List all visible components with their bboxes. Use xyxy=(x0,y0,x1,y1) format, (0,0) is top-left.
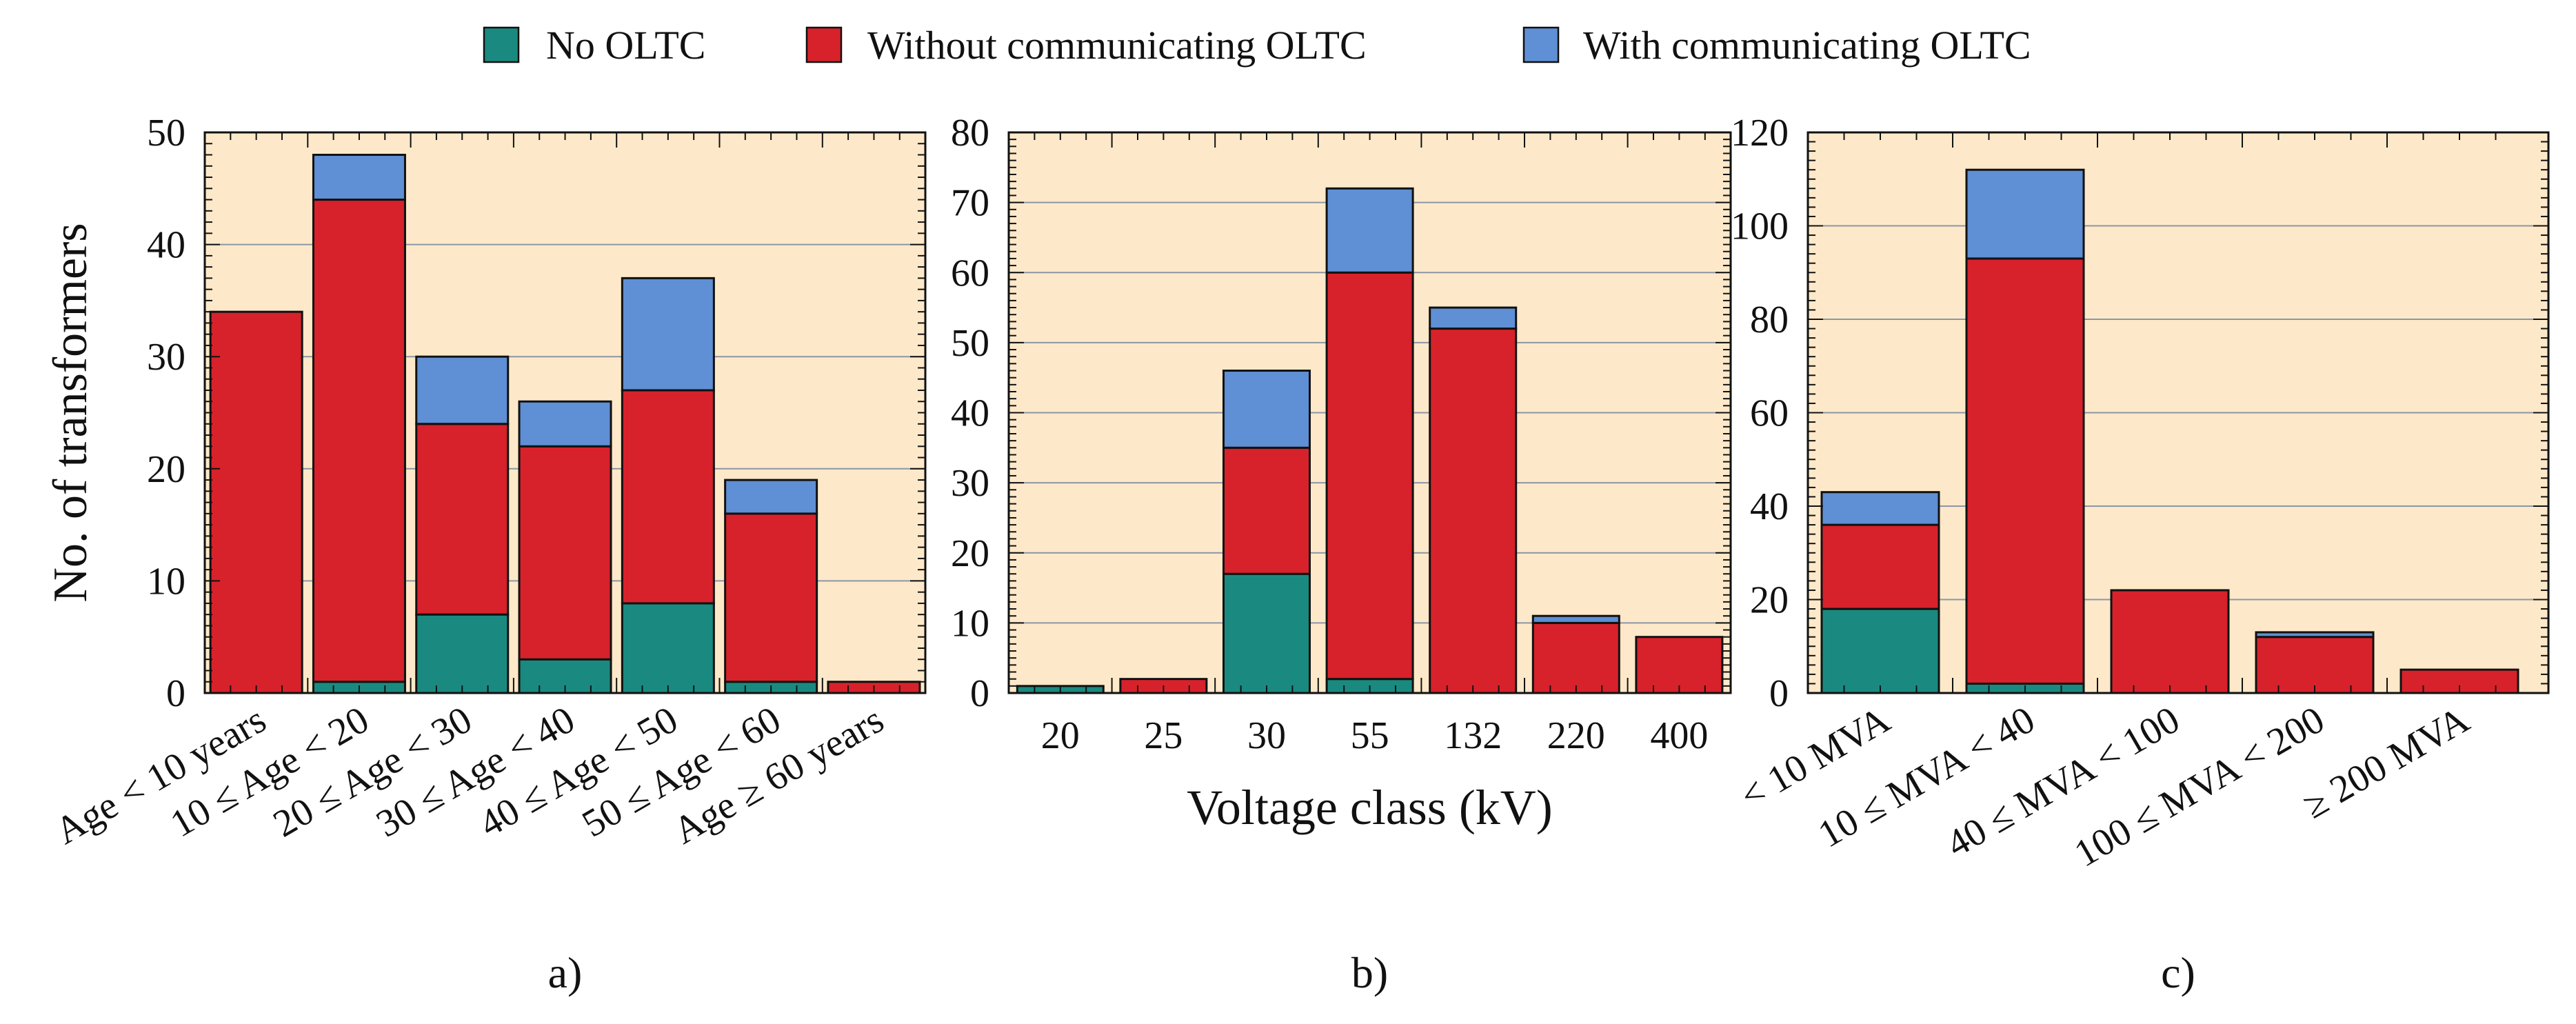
y-axis-title: No. of transformers xyxy=(44,223,97,602)
y-tick-labels: 0 10 20 30 40 50 60 70 80 xyxy=(951,112,989,715)
x-tick-label-220: 220 xyxy=(1547,714,1605,757)
panel-label: c) xyxy=(2161,948,2195,997)
panel-label: a) xyxy=(548,948,583,997)
y-tick-label-30: 30 xyxy=(147,336,185,379)
bar-132-without-communicating-oltc xyxy=(1429,328,1518,694)
x-tick-label-20: 20 xyxy=(1041,714,1080,757)
y-tick-label-50: 50 xyxy=(147,112,185,154)
legend-label-with-communicating-oltc: With communicating OLTC xyxy=(1583,23,2031,68)
bar-100-le-mva-lt-200-with-communicating-oltc xyxy=(2255,631,2375,639)
y-tick-label-60: 60 xyxy=(951,252,989,294)
y-tick-label-80: 80 xyxy=(1750,299,1789,341)
bar-50-le-age-lt-60-without-communicating-oltc xyxy=(724,512,818,683)
y-tick-label-40: 40 xyxy=(147,224,185,267)
bars xyxy=(1016,187,1724,694)
bar-400-without-communicating-oltc xyxy=(1635,636,1724,694)
y-tick-label-20: 20 xyxy=(147,448,185,491)
legend-label-no-oltc: No OLTC xyxy=(546,23,706,68)
x-tick-label-400: 400 xyxy=(1650,714,1708,757)
x-tick-labels: 20 25 30 55 132 220 400 xyxy=(1041,714,1709,757)
y-tick-label-70: 70 xyxy=(951,182,989,225)
legend-label-without-communicating-oltc: Without communicating OLTC xyxy=(867,23,1367,68)
legend: No OLTC Without communicating OLTC With … xyxy=(483,23,2031,68)
y-tick-label-40: 40 xyxy=(951,392,989,435)
y-tick-label-80: 80 xyxy=(951,112,989,154)
bar-55-with-communicating-oltc xyxy=(1325,187,1414,274)
y-tick-label-100: 100 xyxy=(1731,205,1789,248)
bar-40-le-age-lt-50-without-communicating-oltc xyxy=(621,389,715,605)
legend-item-no-oltc: No OLTC xyxy=(483,23,706,68)
bar-30-le-age-lt-40-with-communicating-oltc xyxy=(518,400,612,448)
bar-30-no-oltc xyxy=(1222,572,1311,694)
axis-ticks xyxy=(1808,132,2548,694)
bar-30-without-communicating-oltc xyxy=(1222,446,1311,575)
bar-10-le-age-lt-20-without-communicating-oltc xyxy=(312,199,406,683)
x-axis-title: Voltage class (kV) xyxy=(1187,780,1553,835)
y-tick-label-20: 20 xyxy=(1750,579,1789,622)
x-tick-label-25: 25 xyxy=(1144,714,1183,757)
bar-40-le-mva-lt-100-without-communicating-oltc xyxy=(2110,589,2230,694)
y-tick-label-0: 0 xyxy=(1769,672,1789,715)
bar-age-lt-10-years-without-communicating-oltc xyxy=(209,310,303,694)
y-tick-labels: 0 20 40 60 80 100 120 xyxy=(1731,112,1789,715)
bar-40-le-age-lt-50-no-oltc xyxy=(621,602,715,694)
legend-swatch-without-communicating-oltc xyxy=(805,26,843,63)
bar-10-le-mva-lt-40-with-communicating-oltc xyxy=(1965,168,2085,260)
y-tick-label-0: 0 xyxy=(970,672,989,715)
bar-100-le-mva-lt-200-without-communicating-oltc xyxy=(2255,636,2375,694)
bar-lt-10-mva-without-communicating-oltc xyxy=(1820,523,1940,610)
bar-lt-10-mva-with-communicating-oltc xyxy=(1820,491,1940,526)
bar-132-with-communicating-oltc xyxy=(1429,306,1518,330)
x-tick-label-100-le-mva-lt-200: 100 ≤ MVA < 200 xyxy=(2067,699,2331,876)
bar-20-le-age-lt-30-with-communicating-oltc xyxy=(415,355,510,425)
bar-10-le-age-lt-20-with-communicating-oltc xyxy=(312,154,406,201)
y-tick-label-10: 10 xyxy=(951,602,989,645)
y-tick-label-50: 50 xyxy=(951,322,989,365)
bar-30-with-communicating-oltc xyxy=(1222,370,1311,449)
y-tick-label-0: 0 xyxy=(166,672,185,715)
bar-220-without-communicating-oltc xyxy=(1531,621,1620,694)
y-tick-label-30: 30 xyxy=(951,462,989,505)
bar-55-without-communicating-oltc xyxy=(1325,271,1414,681)
bars xyxy=(1820,168,2519,694)
bar-50-le-age-lt-60-with-communicating-oltc xyxy=(724,479,818,515)
y-tick-label-120: 120 xyxy=(1731,112,1789,154)
x-tick-label-ge-200-mva: ≥ 200 MVA xyxy=(2296,698,2477,827)
bar-10-le-mva-lt-40-without-communicating-oltc xyxy=(1965,257,2085,685)
y-tick-label-60: 60 xyxy=(1750,392,1789,435)
x-tick-label-132: 132 xyxy=(1444,714,1502,757)
bar-lt-10-mva-no-oltc xyxy=(1820,608,1940,694)
x-tick-label-30: 30 xyxy=(1247,714,1286,757)
panel-label: b) xyxy=(1351,948,1388,997)
panel-b-voltage-chart: 0 10 20 30 40 50 60 70 80 20 25 30 55 132 220 400 Voltag… xyxy=(951,112,1732,997)
legend-item-with-communicating-oltc: With communicating OLTC xyxy=(1522,23,2031,68)
x-tick-label-55: 55 xyxy=(1351,714,1389,757)
y-tick-labels: 0 10 20 30 40 50 xyxy=(147,112,185,715)
legend-swatch-no-oltc xyxy=(483,26,520,63)
legend-swatch-with-communicating-oltc xyxy=(1522,26,1560,63)
axis-ticks xyxy=(1009,132,1731,694)
bar-220-with-communicating-oltc xyxy=(1531,614,1620,624)
y-tick-label-40: 40 xyxy=(1750,485,1789,528)
bar-30-le-age-lt-40-without-communicating-oltc xyxy=(518,445,612,661)
bar-40-le-age-lt-50-with-communicating-oltc xyxy=(621,277,715,392)
y-tick-label-20: 20 xyxy=(951,532,989,575)
y-tick-label-10: 10 xyxy=(147,560,185,603)
legend-item-without-communicating-oltc: Without communicating OLTC xyxy=(805,23,1367,68)
bars xyxy=(209,154,921,694)
bar-20-le-age-lt-30-no-oltc xyxy=(415,613,510,694)
axis-ticks xyxy=(205,132,925,694)
bar-20-le-age-lt-30-without-communicating-oltc xyxy=(415,423,510,616)
